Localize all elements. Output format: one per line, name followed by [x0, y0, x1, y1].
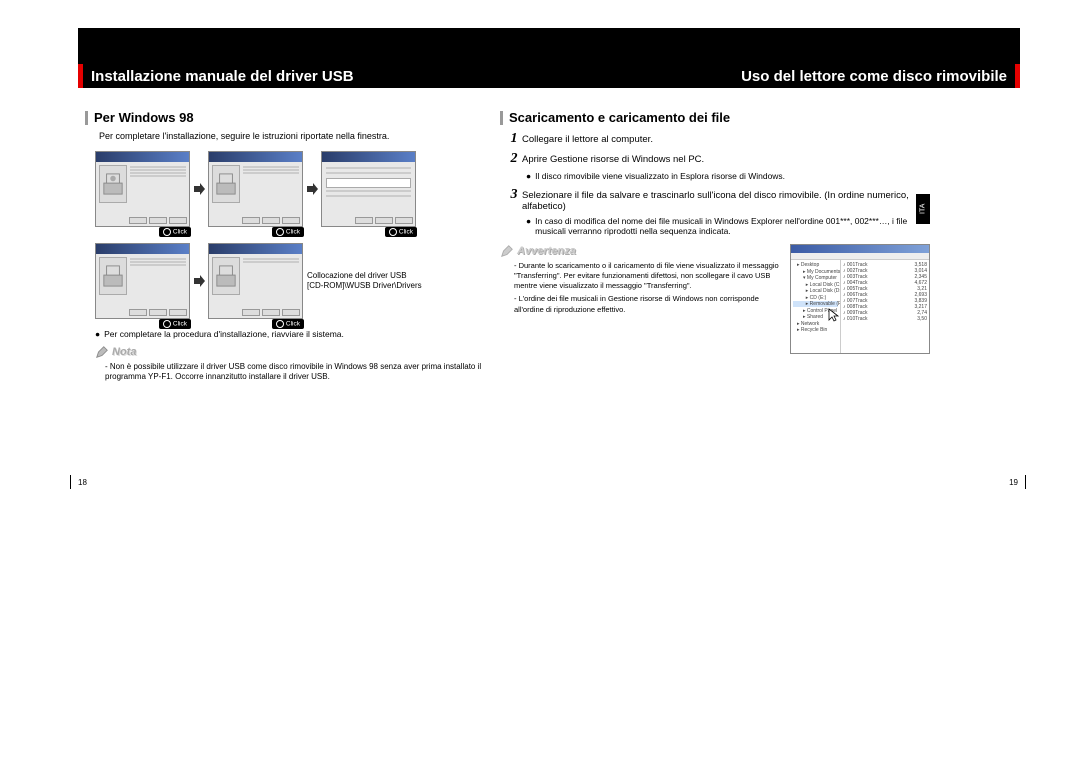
- step-2-sub-text: Il disco rimovibile viene visualizzato i…: [535, 171, 785, 181]
- pencil-icon: [500, 244, 514, 258]
- wizard-grid: Click Click: [95, 151, 490, 319]
- right-section-title: Scaricamento e caricamento dei file: [509, 110, 730, 125]
- step-1: 1 Collegare il lettore al computer.: [506, 131, 930, 147]
- heading-pipe-icon: [500, 111, 503, 125]
- warning-label: Avvertenza: [517, 245, 576, 257]
- warning-heading: Avvertenza: [500, 244, 782, 258]
- note-label: Nota: [112, 346, 136, 358]
- explorer-toolbar: [791, 253, 929, 260]
- wizard-titlebar: [209, 244, 302, 254]
- wizard-step-2: Click: [208, 151, 303, 227]
- wizard-step-5: Click: [208, 243, 303, 319]
- page-number-left: 18: [78, 478, 87, 487]
- driver-caption: Collocazione del driver USB [CD-ROM]\WUS…: [307, 271, 422, 292]
- step-3: 3 Selezionare il file da salvare e trasc…: [506, 187, 930, 212]
- warning-text-2: - L'ordine dei file musicali in Gestione…: [514, 294, 782, 314]
- step-text: Collegare il lettore al computer.: [522, 131, 653, 145]
- header-row: Installazione manuale del driver USB Uso…: [78, 64, 1020, 88]
- step-number: 3: [506, 187, 522, 203]
- wizard-step-1: Click: [95, 151, 190, 227]
- driver-caption-line2: [CD-ROM]\WUSB Driver\Drivers: [307, 281, 422, 291]
- wizard-graphic: [99, 165, 127, 203]
- explorer-titlebar: [791, 245, 929, 253]
- wizard-titlebar: [322, 152, 415, 162]
- wizard-graphic: [99, 257, 127, 295]
- wizard-step-4: Click: [95, 243, 190, 319]
- left-page: Per Windows 98 Per completare l'installa…: [85, 110, 490, 383]
- note-body: - Non è possibile utilizzare il driver U…: [105, 362, 490, 383]
- restart-text: Per completare la procedura d'installazi…: [104, 329, 344, 339]
- header-right: Uso del lettore come disco rimovibile: [733, 64, 1020, 88]
- cursor-icon: [827, 307, 843, 325]
- explorer-screenshot: ▸ Desktop ▸ My Documents ▾ My Computer ▸…: [790, 244, 930, 354]
- heading-pipe-icon: [85, 111, 88, 125]
- pencil-icon: [95, 345, 109, 359]
- click-tag: Click: [385, 227, 417, 237]
- step-3-sub-text: In caso di modifica del nome dei file mu…: [535, 216, 930, 236]
- click-tag: Click: [272, 319, 304, 329]
- header-left: Installazione manuale del driver USB: [78, 64, 473, 88]
- step-2: 2 Aprire Gestione risorse di Windows nel…: [506, 151, 930, 167]
- click-tag: Click: [159, 227, 191, 237]
- language-tab: ITA: [916, 194, 930, 224]
- wizard-graphic: [212, 165, 240, 203]
- note-heading: Nota: [95, 345, 490, 359]
- wizard-step-3: Click: [321, 151, 416, 227]
- wizard-titlebar: [96, 152, 189, 162]
- driver-caption-line1: Collocazione del driver USB: [307, 271, 422, 281]
- step-text: Aprire Gestione risorse di Windows nel P…: [522, 151, 704, 165]
- left-section-title: Per Windows 98: [94, 110, 194, 125]
- warning-text-1: - Durante lo scaricamento o il caricamen…: [514, 261, 782, 291]
- bullet-icon: ●: [526, 171, 531, 181]
- step-3-sub: ● In caso di modifica del nome dei file …: [526, 216, 930, 236]
- right-page: Scaricamento e caricamento dei file 1 Co…: [500, 110, 930, 354]
- arrow-icon: [303, 182, 321, 196]
- page-number-right: 19: [1009, 478, 1018, 487]
- arrow-icon: [190, 182, 208, 196]
- wizard-graphic: [212, 257, 240, 295]
- bullet-icon: ●: [526, 216, 531, 236]
- click-tag: Click: [272, 227, 304, 237]
- left-intro: Per completare l'installazione, seguire …: [99, 131, 490, 141]
- arrow-icon: [190, 274, 208, 288]
- right-section-heading: Scaricamento e caricamento dei file: [500, 110, 930, 125]
- wizard-row-1: Click Click: [95, 151, 490, 227]
- warning-section: Avvertenza - Durante lo scaricamento o i…: [500, 244, 930, 354]
- step-number: 2: [506, 151, 522, 167]
- wizard-titlebar: [209, 152, 302, 162]
- restart-bullet: ● Per completare la procedura d'installa…: [95, 329, 490, 339]
- step-number: 1: [506, 131, 522, 147]
- header-right-text: Uso del lettore come disco rimovibile: [741, 68, 1007, 85]
- step-text: Selezionare il file da salvare e trascin…: [522, 187, 930, 212]
- wizard-titlebar: [96, 244, 189, 254]
- explorer-files: ♪ 001Track3,518 ♪ 002Track3,014 ♪ 003Tra…: [841, 260, 929, 353]
- header-left-text: Installazione manuale del driver USB: [91, 68, 354, 85]
- wizard-row-2: Click Click Collocazione del driver USB …: [95, 243, 490, 319]
- click-tag: Click: [159, 319, 191, 329]
- left-section-heading: Per Windows 98: [85, 110, 490, 125]
- step-2-sub: ● Il disco rimovibile viene visualizzato…: [526, 171, 930, 181]
- bullet-icon: ●: [95, 329, 100, 339]
